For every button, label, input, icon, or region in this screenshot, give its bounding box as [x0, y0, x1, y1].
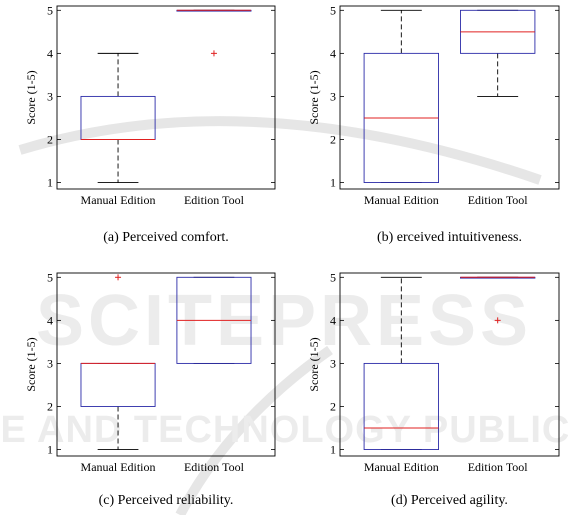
y-tick-label: 4: [330, 313, 336, 327]
iqr-box: [363, 362, 439, 450]
y-tick-label: 2: [47, 132, 53, 146]
plot-frame: [56, 5, 276, 190]
box-edition-tool: [176, 9, 252, 57]
y-axis-label: Score (1-5): [24, 337, 38, 391]
y-tick-label: 3: [47, 89, 53, 103]
y-tick-label: 1: [330, 176, 336, 190]
chart-panel: 1 2 3 4 5 Score (1-5) Manual Edition Edition To…: [307, 3, 560, 245]
y-tick-label: 3: [330, 89, 336, 103]
panel-caption: (b) erceived intuitiveness.: [377, 230, 522, 245]
x-tick-label: Manual Edition: [364, 193, 439, 207]
plot-frame: [339, 5, 560, 190]
watermark-subtitle: SCIENCE AND TECHNOLOGY PUBLICATIONS: [0, 409, 568, 451]
box-manual-edition: [363, 9, 439, 183]
y-tick-label: 1: [47, 443, 53, 457]
y-axis-label: Score (1-5): [24, 70, 38, 124]
y-tick-label: 4: [47, 313, 53, 327]
chart-panel: 1 2 3 4 5 Score (1-5) Manual Edition Edition To…: [307, 270, 560, 508]
x-tick-label: Edition Tool: [468, 193, 529, 207]
box-edition-tool: [460, 9, 536, 97]
watermark-arc-upper: [18, 116, 542, 185]
chart-panels: 1 2 3 4 5 Score (1-5) Manual Edition Edition To…: [24, 3, 560, 508]
y-tick-label: 5: [330, 3, 336, 17]
watermark-title: SCITEPRESS: [36, 281, 532, 361]
x-tick-label: Manual Edition: [81, 460, 156, 474]
y-tick-label: 4: [330, 46, 336, 60]
box-manual-edition: [363, 276, 439, 450]
y-tick-label: 5: [330, 270, 336, 284]
panel-caption: (a) Perceived comfort.: [103, 230, 229, 245]
panel-caption: (d) Perceived agility.: [391, 493, 508, 508]
iqr-box: [80, 362, 156, 407]
y-tick-label: 3: [47, 356, 53, 370]
y-tick-label: 2: [330, 399, 336, 413]
y-tick-label: 5: [47, 3, 53, 17]
y-tick-label: 2: [330, 132, 336, 146]
y-tick-label: 1: [330, 443, 336, 457]
plot-frame: [339, 272, 560, 457]
y-tick-label: 1: [47, 176, 53, 190]
box-manual-edition: [80, 274, 156, 450]
box-edition-tool: [460, 276, 536, 324]
y-tick-label: 4: [47, 46, 53, 60]
chart-panel: 1 2 3 4 5 Score (1-5) Manual Edition Edition To…: [24, 270, 276, 508]
panel-caption: (c) Perceived reliability.: [99, 493, 234, 508]
y-tick-label: 5: [47, 270, 53, 284]
y-tick-label: 3: [330, 356, 336, 370]
x-tick-label: Manual Edition: [364, 460, 439, 474]
box-edition-tool: [176, 276, 252, 364]
watermark: SCITEPRESS SCIENCE AND TECHNOLOGY PUBLIC…: [0, 116, 568, 515]
x-tick-label: Manual Edition: [81, 193, 156, 207]
x-tick-label: Edition Tool: [184, 193, 245, 207]
chart-panel: 1 2 3 4 5 Score (1-5) Manual Edition Edition To…: [24, 3, 276, 245]
y-axis-label: Score (1-5): [307, 337, 321, 391]
plot-frame: [56, 272, 276, 457]
watermark-arc-lower: [175, 345, 333, 515]
x-tick-label: Edition Tool: [468, 460, 529, 474]
box-manual-edition: [80, 52, 156, 183]
y-axis-label: Score (1-5): [307, 70, 321, 124]
y-tick-label: 2: [47, 399, 53, 413]
x-tick-label: Edition Tool: [184, 460, 245, 474]
